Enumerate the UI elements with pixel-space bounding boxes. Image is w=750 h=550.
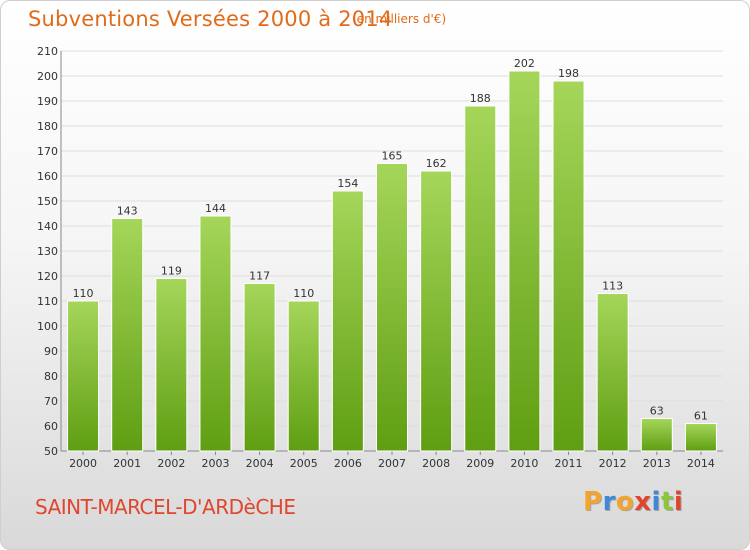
x-tick-label: 2011 (555, 457, 583, 470)
bar-2001 (111, 218, 144, 452)
data-label-2003: 144 (205, 202, 226, 215)
y-tick-label: 60 (44, 420, 58, 433)
bar-2013 (640, 418, 673, 452)
data-label-2004: 117 (249, 270, 270, 283)
data-label-2000: 110 (73, 287, 94, 300)
x-tick-label: 2005 (290, 457, 318, 470)
y-tick-label: 70 (44, 395, 58, 408)
y-tick-label: 50 (44, 445, 58, 458)
bar-2000 (67, 300, 100, 452)
x-tick-label: 2010 (510, 457, 538, 470)
y-tick-label: 80 (44, 370, 58, 383)
data-label-2012: 113 (602, 280, 623, 293)
bar-2014 (684, 423, 717, 452)
logo-letter: P (583, 487, 603, 517)
logo-letter: x (634, 487, 652, 517)
data-label-2002: 119 (161, 265, 182, 278)
y-tick-label: 100 (37, 320, 58, 333)
logo-letter: t (660, 487, 674, 517)
chart-title: Subventions Versées 2000 à 2014 (28, 7, 393, 31)
x-tick-label: 2006 (334, 457, 362, 470)
x-tick-label: 2000 (69, 457, 97, 470)
bar-2004 (243, 283, 276, 452)
data-label-2007: 165 (382, 150, 403, 163)
x-tick-label: 2002 (157, 457, 185, 470)
logo-letter: i (673, 487, 684, 517)
data-label-2001: 143 (117, 205, 138, 218)
chart-subtitle: (en milliers d'€) (352, 12, 447, 26)
y-tick-label: 190 (37, 95, 58, 108)
bar-2008 (420, 170, 453, 452)
y-tick-label: 160 (37, 170, 58, 183)
x-tick-label: 2003 (201, 457, 229, 470)
data-label-2005: 110 (293, 287, 314, 300)
data-label-2009: 188 (470, 92, 491, 105)
x-tick-label: 2004 (246, 457, 274, 470)
bar-2009 (464, 105, 497, 452)
data-label-2006: 154 (337, 177, 358, 190)
bar-2007 (376, 163, 408, 452)
x-tick-label: 2013 (643, 457, 671, 470)
y-tick-label: 110 (37, 295, 58, 308)
data-label-2010: 202 (514, 57, 535, 70)
y-tick-label: 140 (37, 220, 58, 233)
bar-2003 (199, 215, 232, 452)
logo-letter: r (602, 487, 616, 517)
y-tick-label: 130 (37, 245, 58, 258)
x-tick-label: 2012 (599, 457, 627, 470)
y-tick-label: 90 (44, 345, 58, 358)
data-label-2011: 198 (558, 67, 579, 80)
x-tick-label: 2008 (422, 457, 450, 470)
bars (67, 70, 717, 452)
axes: 50 60 70 80 90 100 110 120 130 140 150 160 170 180 190… (37, 45, 723, 470)
data-label-2008: 162 (426, 157, 447, 170)
commune-name: SAINT-MARCEL-D'ARDèCHE (35, 495, 296, 519)
y-tick-label: 170 (37, 145, 58, 158)
logo-letter: o (615, 487, 635, 517)
x-tick-label: 2014 (687, 457, 715, 470)
x-tick-label: 2007 (378, 457, 406, 470)
y-tick-label: 180 (37, 120, 58, 133)
logo-letter: i (651, 487, 661, 517)
bar-2005 (287, 300, 320, 452)
x-tick-label: 2001 (113, 457, 141, 470)
data-labels: 110 143 119 144 117 110 154 165 162 188 202 198 113 6… (73, 57, 708, 423)
bar-2011 (552, 80, 585, 452)
y-tick-label: 120 (37, 270, 58, 283)
y-tick-label: 210 (37, 45, 58, 58)
y-tick-label: 150 (37, 195, 58, 208)
bar-2006 (331, 190, 364, 452)
data-label-2013: 63 (650, 405, 664, 418)
data-label-2014: 61 (694, 410, 708, 423)
proxiti-logo: Proxiti (583, 487, 683, 517)
x-tick-label: 2009 (466, 457, 494, 470)
bar-2012 (596, 293, 629, 452)
bar-2002 (155, 278, 188, 452)
bar-2010 (508, 70, 541, 452)
y-tick-label: 200 (37, 70, 58, 83)
